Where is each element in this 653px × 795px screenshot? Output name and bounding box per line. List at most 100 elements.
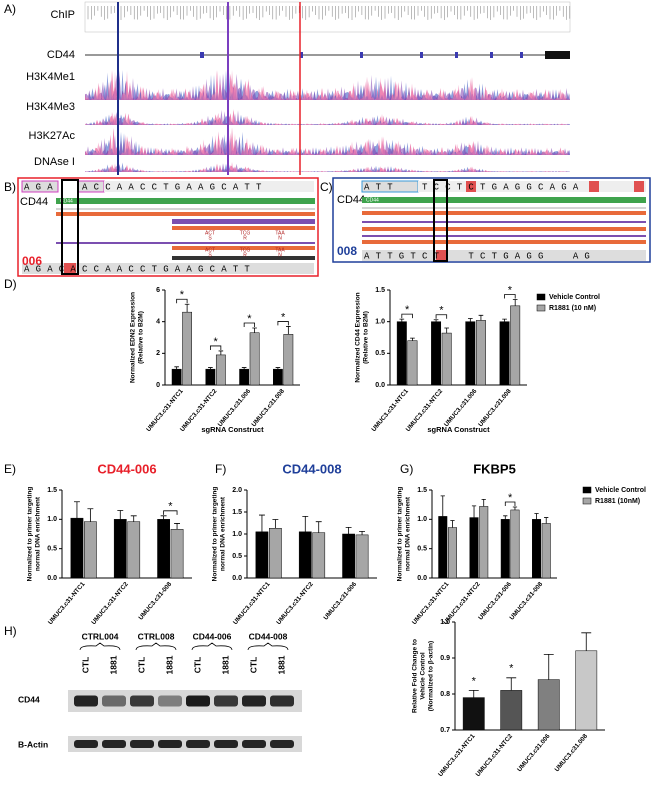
signal-peaks [85, 163, 570, 172]
sig-bracket [401, 313, 413, 319]
y-axis-label: Normalized EDN2 Expression [130, 292, 137, 383]
bar [447, 527, 457, 579]
y-tick-label: 0.0 [232, 575, 242, 582]
y-tick-label: 0.5 [375, 350, 385, 357]
legend-label: Vehicle Control [549, 294, 600, 301]
error-bar [544, 517, 549, 524]
error-bar [534, 513, 539, 520]
sig-bracket [435, 314, 448, 319]
y-tick-label: 0.5 [417, 546, 427, 553]
legend-swatch [582, 486, 592, 494]
y-tick-label: 0.9 [440, 655, 450, 662]
transcript-bar [56, 212, 315, 216]
track-label: H3K4Me1 [26, 71, 75, 83]
x-tick-label: UMUC3.c31-NTC2 [275, 580, 315, 626]
blot-band [242, 740, 266, 748]
error-bar [208, 367, 213, 370]
bar [84, 521, 97, 579]
x-tick-label: UMUC3.c31-008 [137, 580, 173, 621]
exon [420, 52, 423, 58]
bar [537, 679, 560, 731]
codon: TCG [240, 247, 251, 253]
sig-bracket [504, 501, 516, 507]
lane-label: CTL [192, 657, 202, 674]
error-bar [241, 367, 247, 370]
x-tick-label: UMUC3.c31.008 [554, 732, 590, 773]
y-tick-label: 0.7 [440, 727, 450, 734]
error-bar [502, 318, 507, 322]
signal-peaks [85, 70, 570, 100]
y-tick-label: 1.0 [375, 319, 385, 326]
transcript-bar [172, 256, 315, 260]
error-bar [468, 690, 479, 698]
y-tick-label: 0.0 [417, 575, 427, 582]
panel-label: E) [4, 462, 16, 476]
significance: * [213, 336, 218, 348]
highlight [22, 263, 314, 274]
signal-peaks [85, 127, 570, 155]
panel-label: D) [4, 277, 17, 291]
highlight [104, 181, 314, 192]
gene-label: CD44 [366, 197, 379, 203]
lane-label: CTL [248, 657, 258, 674]
x-tick-label: UMUC3.c31-NTC2 [90, 580, 130, 626]
track-label: H3K4Me3 [26, 101, 75, 113]
significance: * [247, 313, 252, 325]
sequence: ATT TCCTCTGAGGCAGA [364, 182, 584, 192]
bar [312, 532, 326, 579]
panel-label: A) [4, 2, 16, 16]
x-tick-label: UMUC3.c31.006 [443, 387, 479, 428]
error-bar [174, 523, 181, 530]
gene-bar [362, 197, 646, 203]
lane-label: CTL [80, 657, 90, 674]
codon: ACT [205, 247, 215, 253]
lane-label: 1881 [108, 655, 118, 674]
y-tick-label: 0.5 [232, 553, 242, 560]
row-label: CD44 [18, 694, 40, 704]
y-axis-label: Normalized to primer targeting [27, 487, 34, 582]
legend-label: Vehicle Control [595, 487, 646, 494]
lane-label: 1881 [276, 655, 286, 674]
bar [532, 519, 542, 579]
signal-peaks [85, 127, 570, 155]
bar [462, 697, 485, 731]
sig-bracket [176, 298, 188, 304]
guide-label: 006 [22, 254, 42, 268]
panel-label: G) [400, 462, 413, 476]
signal-peaks [85, 108, 570, 125]
cut-site [433, 179, 448, 262]
blot-band [74, 740, 98, 748]
lane-label: 1881 [220, 655, 230, 674]
track-label: H3K27Ac [29, 130, 76, 142]
y-axis-label: Normalized to primer targeting [397, 487, 404, 582]
x-tick-label: UMUC3.c31-NTC1 [370, 387, 410, 433]
blot-band [74, 695, 98, 707]
y-axis-label: Normalized CD44 Expression [355, 292, 362, 382]
bar [239, 368, 250, 386]
codon: TCG [240, 230, 251, 236]
highlight [64, 263, 76, 274]
track-label: ChIP [51, 9, 75, 21]
bar [182, 311, 192, 386]
x-tick-label: UMUC3.c31-NTC1 [232, 580, 272, 626]
error-bar [258, 514, 265, 532]
signal-peaks [85, 114, 570, 125]
x-axis-label: sgRNA Construct [201, 425, 264, 434]
chart-title: CD44-008 [282, 461, 341, 476]
error-bar [543, 654, 554, 680]
bar [510, 305, 521, 386]
bar [283, 334, 294, 386]
signal-peaks [85, 127, 570, 155]
guide-label: 008 [337, 244, 357, 258]
blot-band [214, 695, 238, 707]
error-bar [399, 318, 405, 322]
chart-title: CD44-006 [97, 461, 156, 476]
exon [455, 52, 458, 58]
error-bar [87, 508, 94, 522]
transcript-bar [172, 226, 315, 230]
error-bar [286, 326, 291, 335]
exon [360, 52, 363, 58]
bar [215, 354, 226, 386]
y-tick-label: 0.0 [375, 382, 385, 389]
y-tick-label: 2 [156, 350, 160, 357]
